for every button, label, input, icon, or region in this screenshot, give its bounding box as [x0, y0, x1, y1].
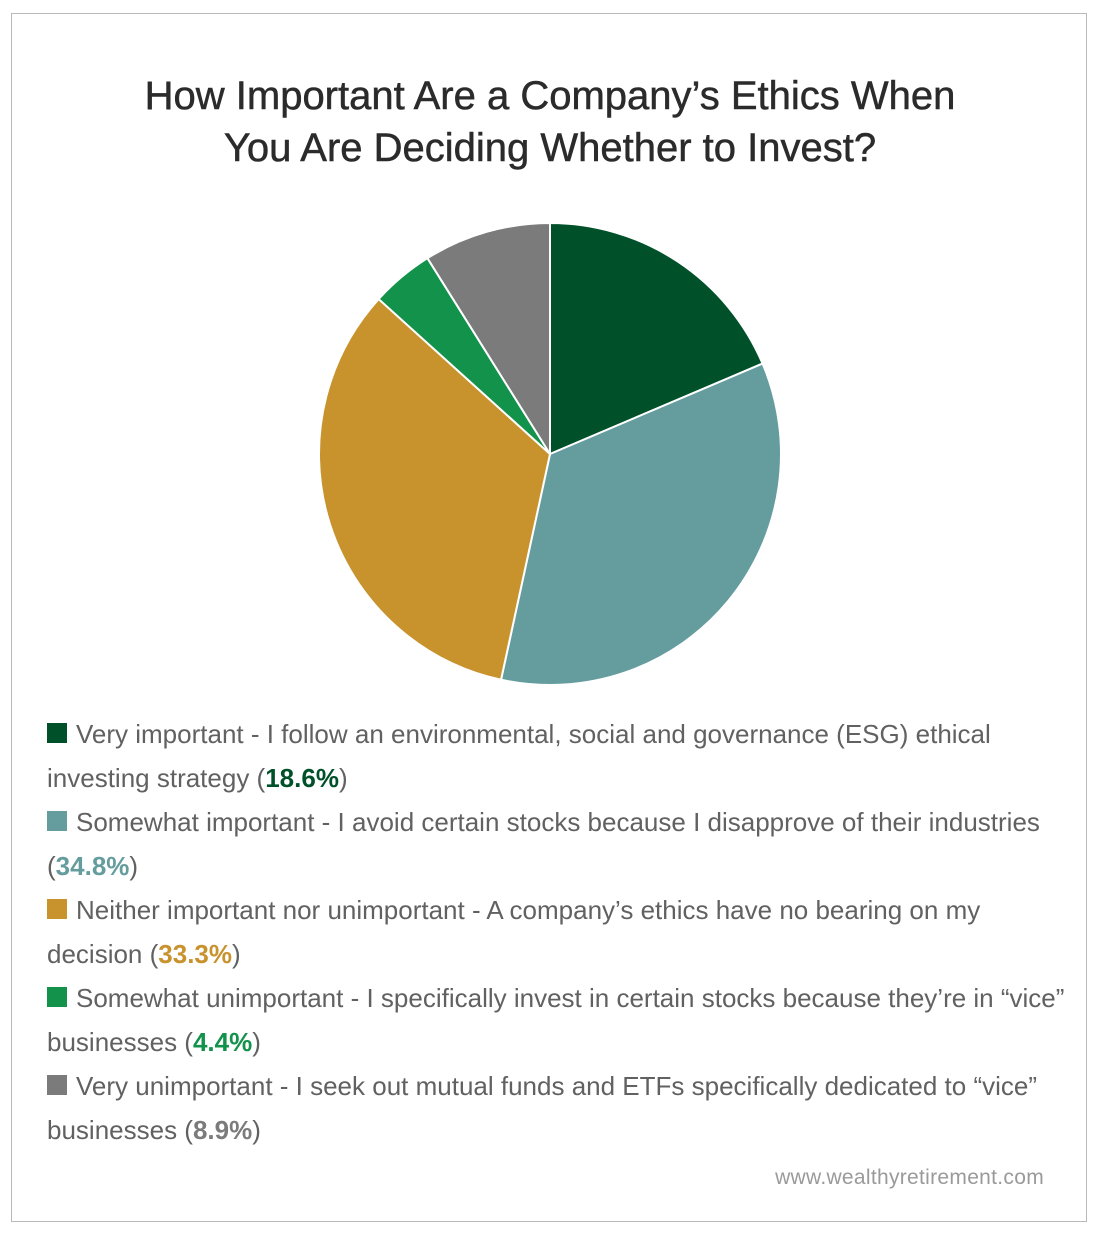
legend-value: 18.6% [265, 763, 339, 793]
legend-item-4: Somewhat unimportant - I specifically in… [47, 983, 1065, 1057]
legend-item-5: Very unimportant - I seek out mutual fun… [47, 1071, 1038, 1145]
pie-slice-1 [549, 222, 764, 455]
pie-slice-2 [500, 362, 782, 686]
pie-chart [318, 222, 782, 686]
pie-slice-3 [318, 298, 551, 681]
legend-swatch [47, 1075, 67, 1095]
legend-value: 33.3% [158, 939, 233, 969]
legend-swatch [47, 899, 67, 919]
legend-value: 4.4% [192, 1027, 253, 1057]
legend-label: Very unimportant - I seek out mutual fun… [47, 1071, 1038, 1145]
legend-item-2: Somewhat important - I avoid certain sto… [47, 807, 1040, 881]
legend-value: 8.9% [192, 1115, 253, 1145]
legend-swatch [47, 987, 67, 1007]
chart-title: How Important Are a Company’s Ethics Whe… [0, 70, 1100, 174]
legend-label: Very important - I follow an environment… [47, 719, 991, 793]
chart-legend: Very important - I follow an environment… [47, 712, 1077, 1152]
chart-title-line-2: You Are Deciding Whether to Invest? [223, 126, 877, 171]
legend-swatch [47, 723, 67, 743]
legend-label: Somewhat important - I avoid certain sto… [47, 807, 1040, 881]
chart-title-line-1: How Important Are a Company’s Ethics Whe… [144, 74, 956, 119]
legend-value: 34.8% [55, 851, 130, 881]
legend-label: Neither important nor unimportant - A co… [47, 895, 981, 969]
legend-item-1: Very important - I follow an environment… [47, 719, 991, 793]
source-credit: www.wealthyretirement.com [775, 1166, 1044, 1189]
legend-swatch [47, 811, 67, 831]
legend-item-3: Neither important nor unimportant - A co… [47, 895, 981, 969]
pie-slice-5 [426, 222, 551, 455]
legend-label: Somewhat unimportant - I specifically in… [47, 983, 1065, 1057]
